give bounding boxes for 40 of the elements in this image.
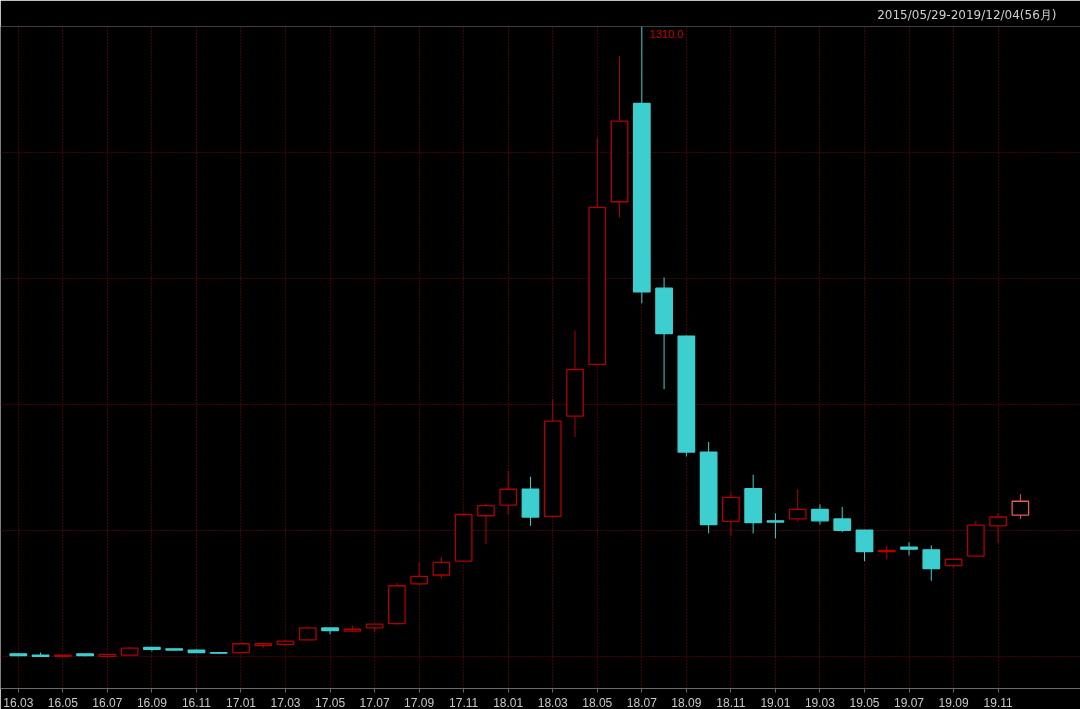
x-tick-label: 19.11 (983, 695, 1013, 709)
x-tick-label: 18.03 (537, 695, 569, 709)
x-tick-label: 19.05 (849, 695, 880, 709)
chart-title: 2015/05/29-2019/12/04(56月) (877, 7, 1057, 22)
x-tick-label: 19.07 (894, 695, 925, 709)
candlestick (989, 512, 1007, 544)
candlestick (722, 491, 740, 536)
x-tick-label: 16.09 (136, 695, 168, 709)
candlestick (432, 556, 451, 579)
x-tick-label: 17.05 (315, 695, 346, 709)
x-tick-label: 17.01 (225, 695, 257, 709)
x-tick-label: 16.03 (3, 695, 34, 709)
candlestick (811, 503, 829, 526)
x-tick-label: 17.11 (449, 695, 479, 709)
candlestick (499, 470, 518, 515)
annotation: 1310.0 (649, 27, 684, 40)
x-tick-label: 19.03 (804, 695, 836, 709)
candlestick (321, 627, 339, 635)
candlestick (477, 503, 495, 545)
candlestick (788, 488, 807, 522)
x-tick-label: 16.05 (47, 695, 79, 709)
x-tick-label: 18.01 (493, 695, 524, 709)
x-tick-label: 18.11 (716, 695, 746, 709)
x-tick-label: 16.11 (181, 695, 212, 709)
candlestick (833, 506, 852, 533)
x-tick-label: 19.01 (760, 695, 791, 709)
x-tick-label: 16.07 (92, 695, 123, 709)
candlestick (900, 541, 918, 556)
candlestick (855, 529, 874, 562)
x-tick-label: 18.09 (671, 695, 702, 709)
x-tick-label: 19.09 (938, 695, 969, 709)
candlestick (922, 544, 941, 582)
candlestick (1011, 493, 1030, 520)
x-tick-label: 17.07 (359, 695, 390, 709)
candlestick (410, 561, 429, 586)
candlestick (766, 512, 785, 539)
x-tick-label: 18.05 (582, 695, 613, 709)
x-tick-label: 17.03 (270, 695, 301, 709)
x-tick-label: 18.07 (626, 695, 658, 709)
x-tick-label: 17.09 (404, 695, 435, 709)
